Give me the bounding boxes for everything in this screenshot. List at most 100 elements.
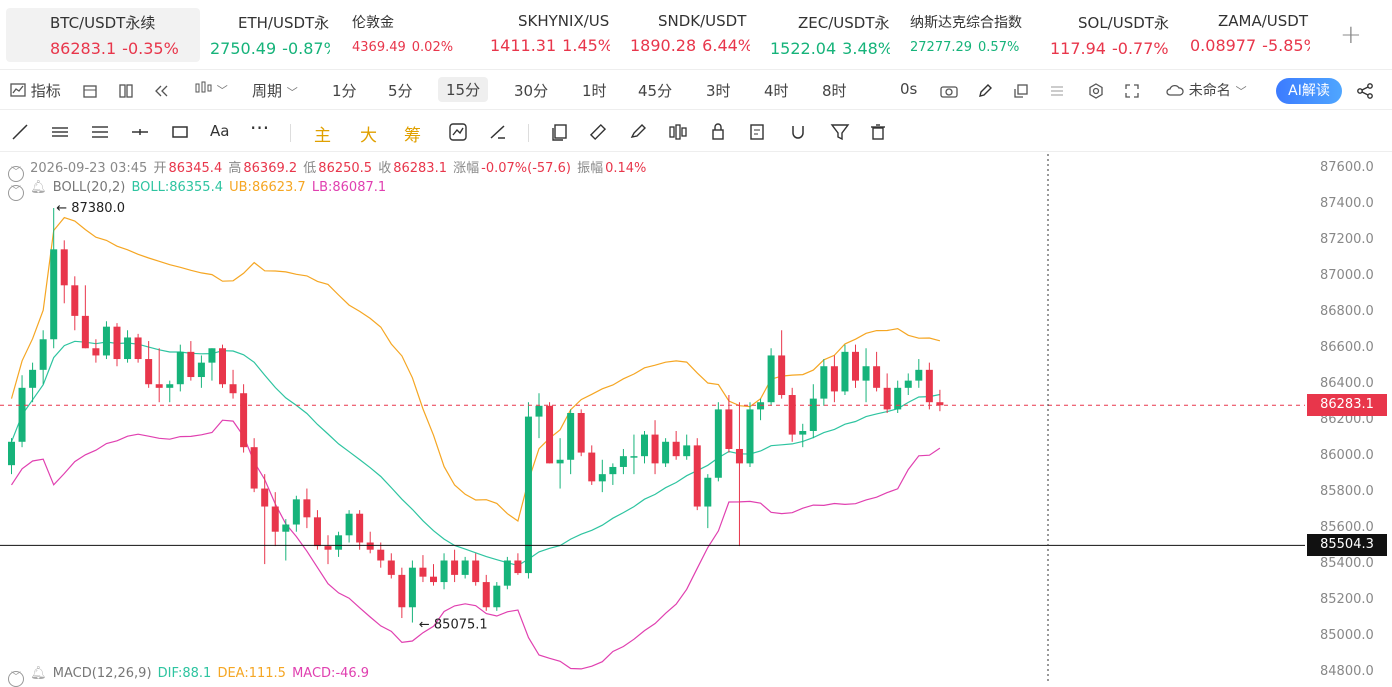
interval-5[interactable]: 45分 <box>638 82 673 100</box>
candle-body <box>778 355 786 396</box>
candle-body <box>757 402 765 410</box>
price-chart[interactable]: ← 87380.0 ← 85075.1 87600.0 87400.0 87200.0… <box>0 154 1392 681</box>
price-axis-label: 85200.0 <box>1320 592 1374 608</box>
seconds-button[interactable]: 0s <box>900 80 918 98</box>
filter-icon[interactable] <box>830 122 850 142</box>
ruler-icon[interactable] <box>588 122 608 142</box>
ticker-item[interactable]: BTC/USDT永续 86283.1 -0.35% <box>6 8 200 62</box>
camera-icon[interactable] <box>940 83 958 99</box>
ticker-name: BTC/USDT永续 <box>50 14 156 32</box>
candle-body <box>704 477 712 507</box>
interval-0[interactable]: 1分 <box>332 82 357 100</box>
ticker-bar: BTC/USDT永续 86283.1 -0.35% ETH/USDT永 2750.49-… <box>0 0 1392 70</box>
ticker-name: SOL/USDT永 <box>1078 14 1169 32</box>
candle-body <box>493 585 501 608</box>
auto-pattern-icon[interactable] <box>448 122 468 142</box>
ticker-price: 1411.31 <box>490 36 557 55</box>
ticker-item[interactable]: SOL/USDT永 117.94 -0.77% <box>1048 8 1170 62</box>
boll-ub: UB:86623.7 <box>229 180 306 195</box>
ticker-quote: 1522.04 3.48% <box>770 39 890 58</box>
fullscreen-icon[interactable] <box>1124 83 1140 99</box>
candle-body <box>39 339 47 370</box>
candle-body <box>92 348 100 356</box>
calendar-icon[interactable] <box>82 83 98 99</box>
add-ticker-button[interactable]: + <box>1340 20 1362 50</box>
chart-type-button[interactable]: ﹀ <box>194 80 228 98</box>
edit-icon[interactable] <box>748 122 768 142</box>
large-order-toggle[interactable]: 大 <box>360 126 377 146</box>
pencil-icon[interactable] <box>977 83 993 99</box>
trend-line-icon[interactable] <box>10 122 30 142</box>
interval-3[interactable]: 30分 <box>514 82 549 100</box>
collapse-icon[interactable]: ﹀ <box>8 166 24 182</box>
chevron-down-icon: ﹀ <box>1235 85 1247 98</box>
main-chart-toggle[interactable]: 主 <box>314 126 331 146</box>
candles-icon[interactable] <box>668 122 688 142</box>
chips-toggle[interactable]: 筹 <box>404 126 421 146</box>
interval-2[interactable]: 15分 <box>438 77 489 102</box>
candle-body <box>735 448 743 464</box>
copy-icon[interactable] <box>550 122 570 142</box>
indicator-icon <box>10 83 26 97</box>
candle-body <box>398 574 406 608</box>
rectangle-icon[interactable] <box>170 122 190 142</box>
interval-8[interactable]: 8时 <box>822 82 847 100</box>
candle-body <box>567 413 575 460</box>
layout-icon[interactable] <box>118 83 134 99</box>
ticker-item[interactable]: 伦敦金 4369.49 0.02% <box>350 8 460 62</box>
collapse-icon[interactable]: ﹀ <box>8 185 24 201</box>
trash-icon[interactable] <box>868 122 888 142</box>
macd-info-row: ﹀ 🔔︎ MACD(12,26,9) DIF:88.1 DEA:111.5 MA… <box>8 666 371 687</box>
candle-body <box>18 387 26 442</box>
lock-icon[interactable] <box>708 122 728 142</box>
collapse-icon[interactable]: ﹀ <box>8 671 24 687</box>
low-label: 低 <box>303 161 317 176</box>
replay-icon[interactable] <box>153 83 169 99</box>
cloud-layout-dropdown[interactable]: 未命名 ﹀ <box>1166 80 1247 100</box>
ticker-item[interactable]: SNDK/USDT 1890.28 6.44% <box>628 8 750 62</box>
settings-icon[interactable] <box>1088 83 1104 99</box>
macd-value: MACD:-46.9 <box>292 666 370 681</box>
ticker-item[interactable]: ZAMA/USDT 0.08977 -5.85% <box>1188 8 1310 62</box>
horizontal-line-icon[interactable] <box>130 122 150 142</box>
macd-label[interactable]: MACD(12,26,9) <box>52 666 152 681</box>
ohlc-datetime: 2026-09-23 03:45 <box>30 161 148 176</box>
popout-icon[interactable] <box>1013 83 1029 99</box>
more-tools-button[interactable]: ··· <box>250 116 270 140</box>
list-icon[interactable] <box>1049 83 1065 99</box>
share-icon[interactable] <box>1356 82 1374 100</box>
boll-info-row: ﹀ 🔔︎ BOLL(20,2) BOLL:86355.4 UB:86623.7 … <box>8 180 388 201</box>
ticker-price: 2750.49 <box>210 39 277 58</box>
bell-icon[interactable]: 🔔︎ <box>30 180 47 195</box>
text-tool[interactable]: Aa <box>210 122 230 140</box>
parallel-lines-icon[interactable] <box>50 122 70 142</box>
brush-icon[interactable] <box>628 122 648 142</box>
candle-body <box>841 351 849 392</box>
ticker-item[interactable]: ETH/USDT永 2750.49 -0.87% <box>208 8 330 62</box>
indicators-label: 指标 <box>30 82 61 100</box>
interval-1[interactable]: 5分 <box>388 82 413 100</box>
high-value: 86369.2 <box>243 161 298 176</box>
ticker-item[interactable]: 纳斯达克综合指数 27277.29 0.57% <box>908 8 1038 62</box>
ticker-item[interactable]: ZEC/USDT永 1522.04 3.48% <box>768 8 890 62</box>
candle-body <box>936 402 944 406</box>
candle-body <box>440 560 448 583</box>
bell-icon[interactable]: 🔔︎ <box>30 666 47 681</box>
candle-body <box>134 337 142 360</box>
measure-icon[interactable] <box>488 122 508 142</box>
indicators-button[interactable]: 指标 <box>10 80 61 101</box>
boll-label[interactable]: BOLL(20,2) <box>52 180 126 195</box>
period-dropdown[interactable]: 周期 ﹀ <box>252 80 298 101</box>
interval-6[interactable]: 3时 <box>706 82 731 100</box>
price-axis-label: 86800.0 <box>1320 304 1374 320</box>
magnet-icon[interactable] <box>788 122 808 142</box>
candle-body <box>672 441 680 457</box>
ticker-price: 117.94 <box>1050 39 1106 58</box>
interval-4[interactable]: 1时 <box>582 82 607 100</box>
candlestick-chart[interactable]: ← 87380.0 ← 85075.1 <box>0 154 1392 681</box>
interval-7[interactable]: 4时 <box>764 82 789 100</box>
ai-analysis-button[interactable]: AI解读 <box>1276 78 1342 104</box>
candle-body <box>925 369 933 403</box>
ticker-item[interactable]: SKHYNIX/US 1411.31 1.45% <box>488 8 610 62</box>
fibonacci-icon[interactable] <box>90 122 110 142</box>
